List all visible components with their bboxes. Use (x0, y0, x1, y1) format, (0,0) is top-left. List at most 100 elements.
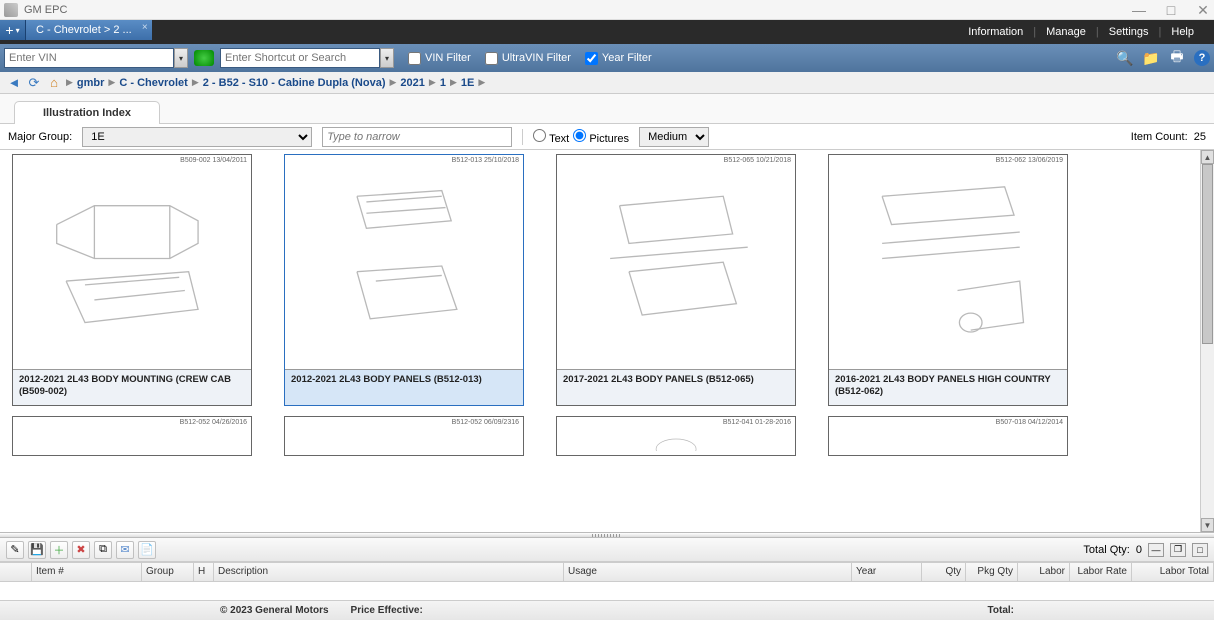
card-ref: B507-018 04/12/2014 (996, 419, 1063, 426)
edit-icon[interactable]: ✎ (6, 541, 24, 559)
panel-restore-button[interactable]: ❐ (1170, 543, 1186, 557)
view-pictures-radio[interactable]: Pictures (573, 129, 629, 145)
home-icon[interactable]: ⌂ (46, 75, 62, 91)
copy-icon[interactable]: ⧉ (94, 541, 112, 559)
sheet-tabs: Illustration Index (0, 94, 1214, 124)
crumb-model[interactable]: 2 - B52 - S10 - Cabine Dupla (Nova) (203, 77, 386, 89)
filter-bar: Major Group: 1E Text Pictures Medium Ite… (0, 124, 1214, 150)
card-ref: B512-062 13/06/2019 (996, 157, 1063, 164)
help-icon[interactable]: ? (1194, 50, 1210, 66)
illustration-card[interactable]: B507-018 04/12/2014 (828, 416, 1068, 456)
menu-manage[interactable]: Manage (1036, 26, 1096, 38)
total-qty-label: Total Qty: (1083, 544, 1129, 556)
mail-icon[interactable]: ✉ (116, 541, 134, 559)
ultravin-filter-checkbox[interactable]: UltraVIN Filter (485, 52, 571, 65)
card-caption: 2012-2021 2L43 BODY PANELS (B512-013) (285, 369, 523, 405)
col-description[interactable]: Description (214, 563, 564, 581)
card-ref: B512-052 04/26/2016 (180, 419, 247, 426)
parts-list-toolbar: ✎ 💾 ＋ ✖ ⧉ ✉ 📄 Total Qty: 0 — ❐ □ (0, 538, 1214, 562)
col-usage[interactable]: Usage (564, 563, 852, 581)
scroll-up-button[interactable]: ▲ (1201, 150, 1214, 164)
panel-minimize-button[interactable]: — (1148, 543, 1164, 557)
crumb-year[interactable]: 2021 (400, 77, 424, 89)
illustration-thumbnail (25, 168, 239, 356)
status-bar: © 2023 General Motors Price Effective: T… (0, 600, 1214, 620)
major-group-select[interactable]: 1E (82, 127, 312, 147)
illustration-card[interactable]: B512-052 06/09/2316 (284, 416, 524, 456)
folder-icon[interactable]: 📁 (1142, 49, 1160, 67)
shortcut-search-input[interactable] (220, 48, 380, 68)
tab-illustration-index[interactable]: Illustration Index (14, 101, 160, 124)
card-caption: 2016-2021 2L43 BODY PANELS HIGH COUNTRY … (829, 369, 1067, 405)
menu-settings[interactable]: Settings (1099, 26, 1159, 38)
illustration-thumbnail (569, 421, 783, 451)
add-icon[interactable]: ＋ (50, 541, 68, 559)
illustration-card[interactable]: B512-052 04/26/2016 (12, 416, 252, 456)
price-effective-label: Price Effective: (351, 605, 423, 616)
narrow-input[interactable] (322, 127, 512, 147)
new-tab-button[interactable]: +▾ (0, 20, 26, 40)
card-ref: B512-013 25/10/2018 (452, 157, 519, 164)
main-menubar: Information | Manage | Settings | Help (0, 20, 1214, 44)
crumb-1[interactable]: 1 (440, 77, 446, 89)
delete-icon[interactable]: ✖ (72, 541, 90, 559)
menu-information[interactable]: Information (958, 26, 1033, 38)
crumb-1e[interactable]: 1E (461, 77, 474, 89)
parts-table-body (0, 582, 1214, 600)
col-group[interactable]: Group (142, 563, 194, 581)
illustration-thumbnail (297, 168, 511, 356)
total-qty-value: 0 (1136, 544, 1142, 556)
col-labor-rate[interactable]: Labor Rate (1070, 563, 1132, 581)
scroll-down-button[interactable]: ▼ (1201, 518, 1214, 532)
illustration-grid: B509-002 13/04/2011 2012-2021 2L43 BODY … (0, 150, 1214, 532)
vin-filter-checkbox[interactable]: VIN Filter (408, 52, 471, 65)
col-qty[interactable]: Qty (922, 563, 966, 581)
minimize-button[interactable]: — (1132, 3, 1146, 17)
illustration-thumbnail (841, 168, 1055, 356)
col-labor[interactable]: Labor (1018, 563, 1070, 581)
panel-maximize-button[interactable]: □ (1192, 543, 1208, 557)
col-year[interactable]: Year (852, 563, 922, 581)
crumb-chevrolet[interactable]: C - Chevrolet (119, 77, 187, 89)
tab-chevrolet[interactable]: C - Chevrolet > 2 ... × (26, 20, 152, 40)
document-icon[interactable]: 📄 (138, 541, 156, 559)
major-group-label: Major Group: (8, 131, 72, 143)
illustration-card[interactable]: B512-065 10/21/2018 2017-2021 2L43 BODY … (556, 154, 796, 406)
illustration-card[interactable]: B512-062 13/06/2019 2016-2021 2L43 BODY … (828, 154, 1068, 406)
scroll-thumb[interactable] (1202, 164, 1213, 344)
illustration-card[interactable]: B512-013 25/10/2018 2012-2021 2L43 BODY … (284, 154, 524, 406)
tab-close-icon[interactable]: × (142, 22, 148, 33)
shortcut-dropdown-button[interactable]: ▾ (380, 48, 394, 68)
refresh-button[interactable]: ⟳ (26, 75, 42, 91)
search-icon[interactable]: 🔍 (1116, 49, 1134, 67)
vehicle-icon[interactable] (194, 50, 214, 66)
col-item[interactable]: Item # (32, 563, 142, 581)
maximize-button[interactable]: □ (1164, 3, 1178, 17)
app-logo-icon (4, 3, 18, 17)
view-text-radio[interactable]: Text (533, 129, 569, 145)
year-filter-checkbox[interactable]: Year Filter (585, 52, 652, 65)
print-icon[interactable]: 🖶 (1168, 49, 1186, 67)
vertical-scrollbar[interactable]: ▲ ▼ (1200, 150, 1214, 532)
card-ref: B512-065 10/21/2018 (724, 157, 791, 164)
back-button[interactable]: ◄ (6, 75, 22, 91)
vin-input[interactable] (4, 48, 174, 68)
col-pkg-qty[interactable]: Pkg Qty (966, 563, 1018, 581)
document-tabs: +▾ C - Chevrolet > 2 ... × (0, 20, 152, 40)
thumbnail-size-select[interactable]: Medium (639, 127, 709, 147)
horizontal-splitter[interactable] (0, 532, 1214, 538)
window-titlebar: GM EPC — □ ✕ (0, 0, 1214, 20)
illustration-card[interactable]: B512-041 01-28-2016 (556, 416, 796, 456)
card-ref: B512-052 06/09/2316 (452, 419, 519, 426)
close-window-button[interactable]: ✕ (1196, 3, 1210, 17)
crumb-gmbr[interactable]: gmbr (77, 77, 105, 89)
card-caption: 2012-2021 2L43 BODY MOUNTING (CREW CAB (… (13, 369, 251, 405)
save-icon[interactable]: 💾 (28, 541, 46, 559)
menu-help[interactable]: Help (1161, 26, 1204, 38)
card-caption: 2017-2021 2L43 BODY PANELS (B512-065) (557, 369, 795, 405)
vin-dropdown-button[interactable]: ▾ (174, 48, 188, 68)
illustration-card[interactable]: B509-002 13/04/2011 2012-2021 2L43 BODY … (12, 154, 252, 406)
col-labor-total[interactable]: Labor Total (1132, 563, 1214, 581)
illustration-thumbnail (569, 168, 783, 356)
col-h[interactable]: H (194, 563, 214, 581)
